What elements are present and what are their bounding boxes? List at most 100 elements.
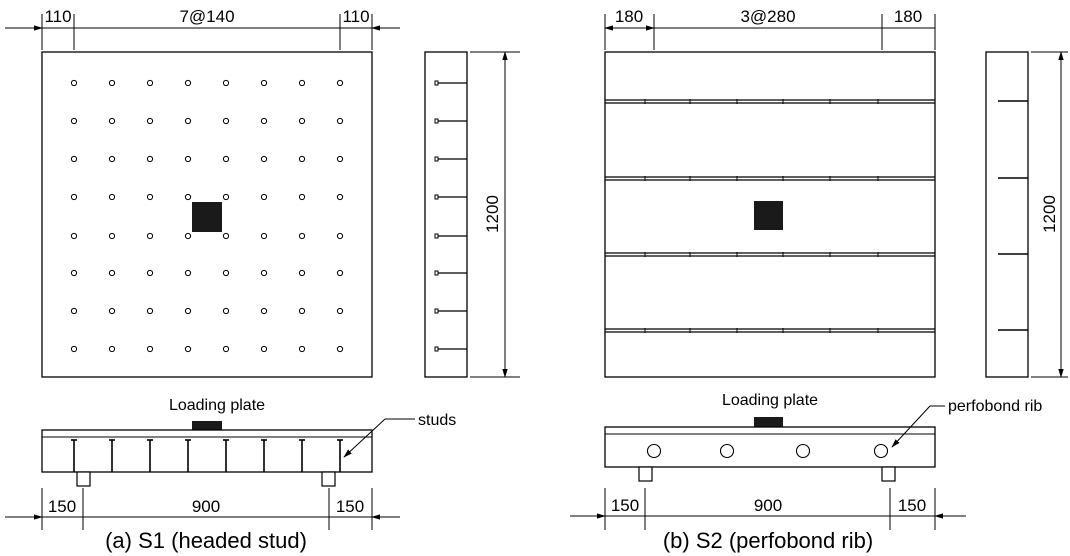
panel-a-support-right: [321, 471, 336, 487]
panel-a-elevation-slab: [41, 429, 373, 473]
panel-b-rib-label: perfobond rib: [948, 398, 1042, 415]
stud-dot: [108, 117, 116, 125]
panel-b-side-view: [985, 51, 1029, 378]
stud-dot: [108, 269, 116, 277]
panel-b-rib-holes: [646, 443, 889, 459]
panel-b-rib-arrow: [891, 405, 931, 448]
stud-dot: [70, 269, 78, 277]
stud-dot: [260, 345, 268, 353]
panel-a-dim-right-text: 110: [342, 7, 369, 26]
stud-dot: [336, 155, 344, 163]
panel-a-studs-label: studs: [418, 412, 456, 429]
stud-dot: [222, 345, 230, 353]
panel-a-elevation-studs: [71, 439, 343, 472]
rib-hole: [719, 443, 735, 459]
panel-a-dim-support-left-text: 150: [48, 497, 76, 516]
panel-b-dim-right-text: 180: [894, 7, 922, 26]
stud-dot: [146, 307, 154, 315]
side-stud-head: [434, 118, 439, 124]
stud-dot: [146, 117, 154, 125]
stud-dot: [108, 307, 116, 315]
stud-dot: [222, 155, 230, 163]
stud-dot: [336, 79, 344, 87]
stud-dot: [260, 232, 268, 240]
panel-a-loading-plate-plan: [192, 202, 222, 232]
panel-b-vertical-dimension: 1200: [1031, 51, 1068, 378]
panel-a-studs-arrow: [343, 418, 386, 458]
panel-a-side-studs: [434, 80, 467, 352]
panel-b-side-ribs: [998, 100, 1028, 331]
stud-dot: [298, 269, 306, 277]
stud-dot: [298, 232, 306, 240]
panel-a: 110 7@140 110 1200 Loading plate studs: [5, 7, 520, 553]
stud-dot: [222, 232, 230, 240]
panel-a-side-view: [424, 51, 468, 378]
stud-dot: [184, 193, 192, 201]
stud-dot: [222, 79, 230, 87]
panel-b-dim-mid-text: 3@280: [740, 7, 795, 26]
stud-dot: [146, 345, 154, 353]
rib-hole: [873, 443, 889, 459]
panel-a-loading-plate-elevation: [192, 421, 222, 430]
stud-dot: [260, 269, 268, 277]
panel-b-ribs: [605, 99, 935, 333]
stud-dot: [336, 193, 344, 201]
stud-dot: [222, 307, 230, 315]
stud-dot: [222, 193, 230, 201]
stud-dot: [70, 193, 78, 201]
stud-dot: [146, 232, 154, 240]
panel-a-top-dimension: 110 7@140 110: [5, 7, 400, 50]
side-stud-head: [434, 156, 439, 162]
stud-dot: [222, 117, 230, 125]
stud-dot: [184, 345, 192, 353]
stud-dot: [184, 232, 192, 240]
stud-dot: [70, 232, 78, 240]
side-stud-head: [434, 346, 439, 352]
panel-b: 180 3@280 180 1200 Loading plate perfobo…: [570, 7, 1068, 553]
stud-dot: [336, 232, 344, 240]
panel-a-support-left: [76, 471, 91, 487]
stud-dot: [108, 193, 116, 201]
panel-b-plan-slab: [604, 51, 936, 378]
stud-dot: [336, 345, 344, 353]
stud-dot: [70, 155, 78, 163]
panel-a-dim-support-right-text: 150: [336, 497, 364, 516]
panel-a-dim-span-text: 900: [192, 497, 220, 516]
stud-dot: [336, 307, 344, 315]
stud-dot: [70, 79, 78, 87]
panel-b-loading-plate-label: Loading plate: [722, 392, 818, 409]
stud-dot: [336, 117, 344, 125]
stud-dot: [222, 269, 230, 277]
panel-a-bottom-dimension: 150 900 150: [5, 488, 400, 530]
panel-a-dim-mid-text: 7@140: [179, 7, 234, 26]
stud-dot: [298, 117, 306, 125]
stud-dot: [146, 79, 154, 87]
stud-dot: [70, 117, 78, 125]
panel-b-caption: (b) S2 (perfobond rib): [663, 528, 873, 553]
stud-dot: [108, 79, 116, 87]
stud-dot: [146, 193, 154, 201]
stud-dot: [260, 307, 268, 315]
side-stud-head: [434, 308, 439, 314]
stud-dot: [184, 307, 192, 315]
panel-a-loading-plate-label: Loading plate: [169, 397, 265, 414]
stud-dot: [260, 193, 268, 201]
stud-dot: [298, 79, 306, 87]
panel-b-support-left: [638, 466, 653, 482]
panel-a-vertical-dimension: 1200: [470, 51, 520, 378]
panel-a-dim-left-text: 110: [44, 7, 71, 26]
panel-a-dim-height-text: 1200: [483, 195, 502, 233]
stud-dot: [260, 117, 268, 125]
stud-dot: [108, 155, 116, 163]
stud-dot: [146, 155, 154, 163]
side-stud-head: [434, 80, 439, 86]
stud-dot: [184, 79, 192, 87]
stud-dot: [260, 79, 268, 87]
rib-hole: [795, 443, 811, 459]
stud-dot: [298, 155, 306, 163]
stud-dot: [108, 232, 116, 240]
panel-b-support-right: [881, 466, 896, 482]
stud-dot: [298, 345, 306, 353]
stud-dot: [298, 193, 306, 201]
